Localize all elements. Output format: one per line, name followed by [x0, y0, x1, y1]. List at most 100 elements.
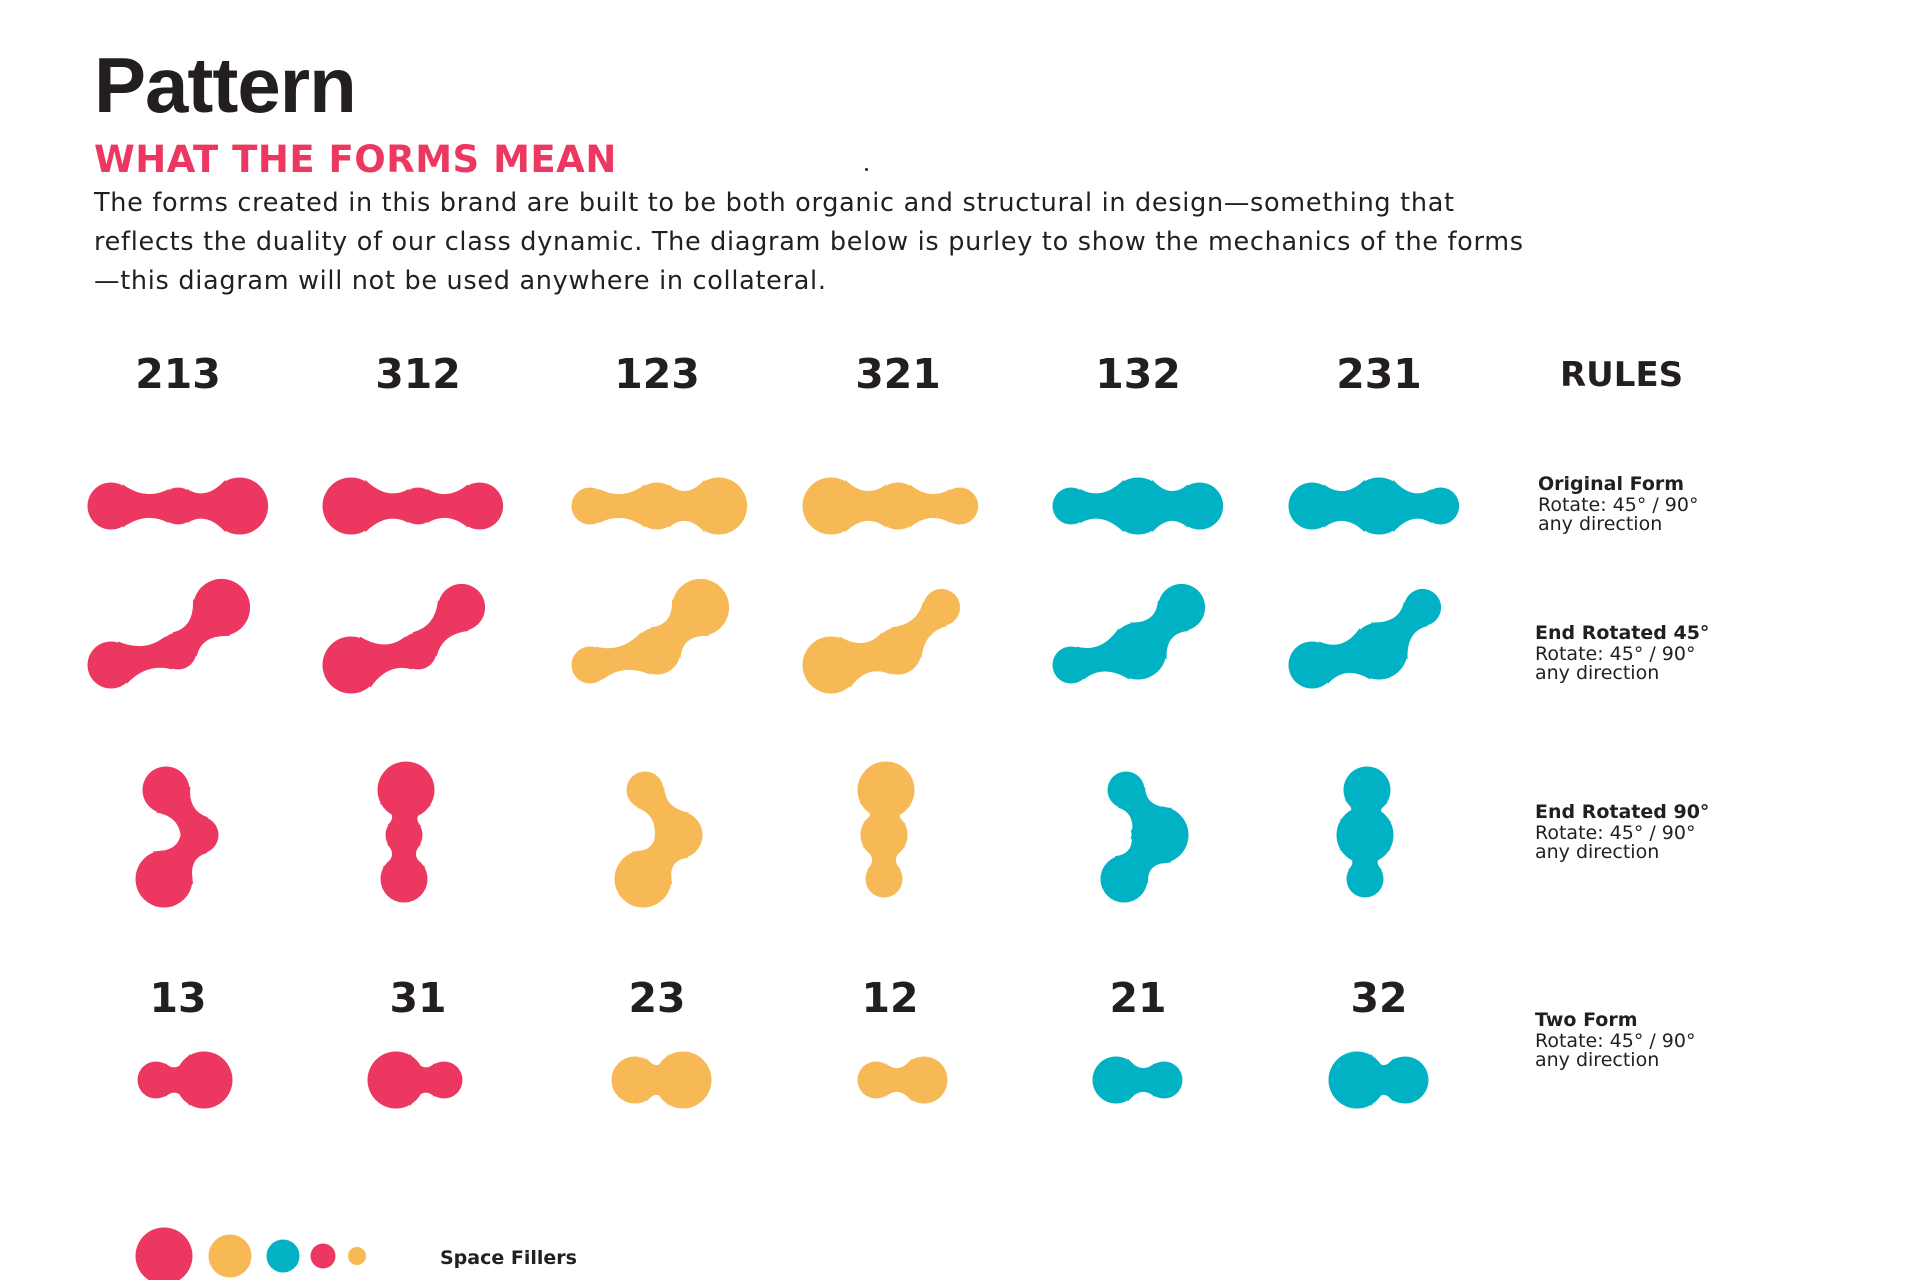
- rule-title: Two Form: [1535, 1009, 1638, 1031]
- rule-two-form: Two Form Rotate: 45° / 90° any direction: [1535, 1008, 1835, 1070]
- rule-title: End Rotated 90°: [1535, 801, 1710, 823]
- form-node: [1350, 477, 1408, 535]
- rule-end-rotated-45: End Rotated 45° Rotate: 45° / 90° any di…: [1535, 621, 1835, 683]
- form-node: [1052, 487, 1090, 525]
- form-132-end-rotated-90: [1100, 771, 1189, 903]
- form-node: [571, 487, 609, 525]
- form-node: [900, 1056, 948, 1104]
- form-node: [1158, 583, 1206, 631]
- rule-direction: any direction: [1535, 841, 1660, 863]
- form-node: [802, 636, 860, 694]
- form-231-end-rotated-90: [1336, 766, 1394, 898]
- form-123-original: [571, 477, 748, 535]
- space-filler-dot: [310, 1243, 336, 1269]
- form-node: [159, 487, 197, 525]
- two-form-label-1: 13: [149, 974, 207, 1022]
- page-subtitle: WHAT THE FORMS MEAN: [94, 138, 617, 181]
- form-312-end-rotated-45: [322, 583, 486, 694]
- rule-rotation: Rotate: 45° / 90°: [1535, 643, 1696, 665]
- rule-title: End Rotated 45°: [1535, 622, 1710, 644]
- form-bridge: [599, 484, 646, 528]
- form-node: [175, 1051, 233, 1109]
- rule-rotation: Rotate: 45° / 90°: [1538, 494, 1699, 516]
- form-213-original: [87, 477, 269, 535]
- form-node: [626, 771, 664, 809]
- column-label-6: 231: [1336, 350, 1422, 398]
- form-321-end-rotated-90: [857, 761, 915, 898]
- form-node: [438, 583, 486, 631]
- form-node: [857, 761, 915, 819]
- rule-end-rotated-90: End Rotated 90° Rotate: 45° / 90° any di…: [1535, 800, 1835, 862]
- form-132-end-rotated-45: [1052, 583, 1206, 684]
- form-bridge: [650, 598, 710, 658]
- form-31-two-form: [367, 1051, 463, 1109]
- two-form-label-5: 21: [1109, 974, 1167, 1022]
- form-node: [1052, 646, 1090, 684]
- form-node: [1109, 622, 1167, 680]
- form-213-end-rotated-90: [135, 766, 219, 908]
- form-node: [137, 1061, 175, 1099]
- two-form-label-4: 12: [861, 974, 919, 1022]
- column-label-3: 123: [614, 350, 700, 398]
- form-bridge: [427, 484, 468, 528]
- rules-heading: RULES: [1560, 355, 1684, 395]
- rule-original-form: Original Form Rotate: 45° / 90° any dire…: [1538, 472, 1838, 534]
- form-node: [425, 1061, 463, 1099]
- form-32-two-form: [1328, 1051, 1429, 1109]
- form-node: [672, 578, 730, 636]
- form-node: [87, 641, 135, 689]
- form-node: [399, 632, 437, 670]
- page-title: Pattern: [94, 41, 357, 129]
- form-bridge: [122, 484, 169, 528]
- form-node: [1346, 860, 1384, 898]
- space-filler-dot: [348, 1247, 366, 1265]
- form-node: [571, 646, 609, 684]
- form-node: [633, 627, 681, 675]
- form-node: [1288, 641, 1336, 689]
- form-node: [1100, 855, 1148, 903]
- form-213-end-rotated-45: [87, 578, 251, 689]
- form-bridge: [1129, 600, 1189, 660]
- space-filler-dot: [266, 1239, 300, 1273]
- form-node: [923, 588, 961, 626]
- form-node: [614, 850, 672, 908]
- form-node: [1145, 1061, 1183, 1099]
- form-321-end-rotated-45: [802, 588, 961, 694]
- form-node: [1288, 482, 1336, 530]
- form-312-original: [322, 477, 504, 535]
- form-node: [802, 477, 860, 535]
- rule-direction: any direction: [1538, 513, 1663, 535]
- form-node: [1131, 806, 1189, 864]
- form-12-two-form: [857, 1056, 948, 1104]
- form-node: [322, 636, 380, 694]
- form-13-two-form: [137, 1051, 233, 1109]
- form-21-two-form: [1092, 1056, 1183, 1104]
- two-form-label-6: 32: [1350, 974, 1408, 1022]
- form-node: [385, 816, 423, 854]
- form-node: [860, 811, 908, 859]
- form-node: [857, 1061, 895, 1099]
- form-node: [380, 855, 428, 903]
- form-node: [322, 477, 380, 535]
- form-node: [1343, 766, 1391, 814]
- form-node: [399, 487, 437, 525]
- form-node: [1176, 482, 1224, 530]
- space-fillers-label: Space Fillers: [440, 1247, 577, 1269]
- form-node: [1328, 1051, 1386, 1109]
- rule-title: Original Form: [1538, 473, 1685, 495]
- intro-paragraph: The forms created in this brand are buil…: [94, 188, 1524, 296]
- form-node: [159, 632, 197, 670]
- space-filler-dot: [208, 1234, 252, 1278]
- form-123-end-rotated-45: [571, 578, 730, 684]
- form-231-end-rotated-45: [1288, 588, 1442, 689]
- column-label-1: 213: [135, 350, 221, 398]
- column-label-5: 132: [1095, 350, 1181, 398]
- form-node: [377, 761, 435, 819]
- form-node: [654, 1051, 712, 1109]
- form-node: [1092, 1056, 1140, 1104]
- rule-direction: any direction: [1535, 662, 1660, 684]
- form-node: [211, 477, 269, 535]
- form-23-two-form: [611, 1051, 712, 1109]
- form-node: [655, 811, 703, 859]
- two-form-label-2: 31: [389, 974, 447, 1022]
